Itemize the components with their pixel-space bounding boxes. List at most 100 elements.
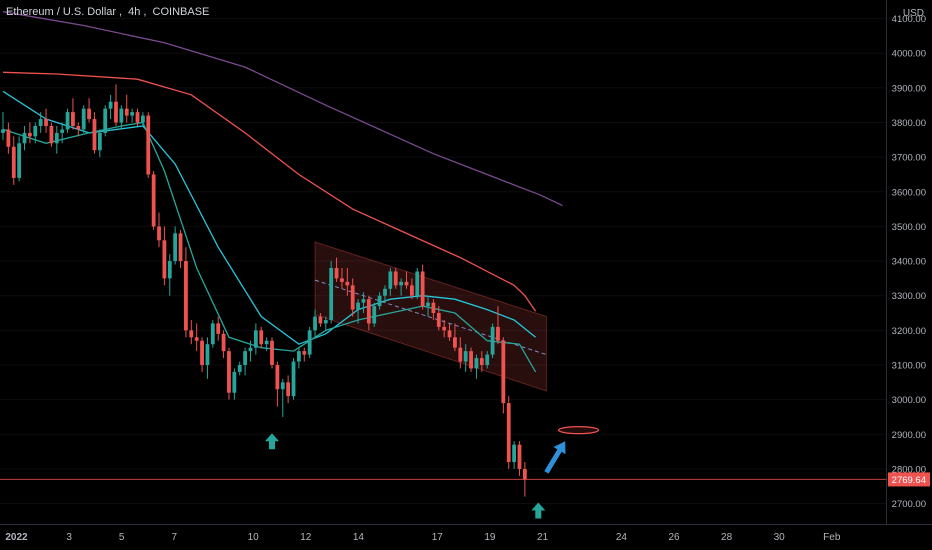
moving-average-lines — [2, 11, 563, 373]
candle — [436, 306, 441, 331]
price-tick-label: 2700.00 — [892, 499, 926, 510]
candle-body — [479, 358, 484, 365]
time-tick-label: 26 — [668, 532, 680, 543]
candle-body — [291, 361, 296, 397]
candle — [232, 368, 237, 400]
candle-body — [22, 132, 27, 144]
time-tick-label: 7 — [172, 532, 178, 543]
candle — [302, 347, 307, 362]
candle — [124, 94, 129, 123]
price-tick-label: 3800.00 — [892, 118, 926, 129]
candle-body — [1, 129, 5, 133]
candle — [307, 326, 312, 359]
time-tick-label: 10 — [248, 532, 260, 543]
candle-body — [463, 351, 468, 362]
candle — [259, 326, 264, 348]
current-price-badge — [888, 472, 930, 487]
candle — [135, 108, 140, 126]
time-tick-label: 19 — [484, 532, 496, 543]
candle-body — [92, 119, 97, 151]
candle — [92, 112, 97, 154]
candle-body — [28, 132, 32, 137]
candle — [140, 112, 145, 126]
candle-body — [420, 271, 425, 307]
candle-body — [173, 233, 178, 262]
candle — [60, 122, 65, 144]
time-tick-label: 12 — [300, 532, 312, 543]
candle-body — [323, 319, 328, 324]
candle-body — [54, 132, 59, 144]
candle — [340, 268, 344, 289]
candle-body — [286, 382, 291, 397]
candle-body — [329, 268, 334, 320]
candle — [1, 112, 5, 140]
candle — [151, 171, 156, 230]
candle-body — [216, 323, 221, 334]
time-axis-background — [0, 524, 932, 550]
candle-body — [210, 323, 215, 345]
candle-body — [108, 101, 113, 109]
candle — [323, 316, 328, 331]
candle — [388, 268, 393, 296]
candle-body — [184, 261, 188, 331]
time-axis[interactable]: 2022 3 5 7 10 12 14 17 19 21 24 26 28 30 Feb — [0, 524, 932, 550]
candle-body — [76, 125, 81, 130]
candle — [431, 299, 436, 320]
candle-body — [49, 125, 54, 144]
candle — [189, 319, 194, 345]
candle-body — [409, 285, 414, 296]
candle-body — [280, 382, 285, 390]
chart-annotations — [265, 425, 600, 519]
candle — [17, 136, 22, 182]
candle — [248, 340, 253, 362]
candle-body — [44, 119, 48, 126]
price-tick-label: 3400.00 — [892, 257, 926, 268]
projection-arrow-icon — [544, 441, 566, 474]
candle — [426, 295, 430, 317]
candle — [270, 337, 274, 369]
price-tick-label: 3600.00 — [892, 187, 926, 198]
time-tick-label: 21 — [537, 532, 549, 543]
interval-label: 4h — [128, 6, 141, 18]
candle-body — [146, 115, 151, 175]
candle-body — [130, 112, 135, 116]
candle-body — [334, 268, 339, 279]
candle-body — [383, 288, 387, 296]
candle — [243, 347, 247, 376]
candle — [447, 323, 452, 341]
time-tick-label: 30 — [774, 532, 786, 543]
candle — [286, 375, 291, 404]
time-tick-label: 17 — [432, 532, 444, 543]
candle — [264, 337, 269, 352]
candle — [221, 330, 226, 359]
candle — [253, 323, 258, 355]
price-tick-label: 4000.00 — [892, 49, 926, 60]
up-arrow-icon — [531, 502, 546, 519]
candle-body — [297, 351, 301, 362]
descending-channel — [314, 241, 547, 392]
price-tick-label: 2900.00 — [892, 430, 926, 441]
candle — [512, 441, 516, 469]
candle-body — [97, 132, 102, 151]
candle-body — [140, 115, 145, 123]
candle-body — [103, 108, 108, 133]
candle — [146, 112, 151, 178]
candle — [458, 337, 463, 369]
time-tick-label: 14 — [353, 532, 365, 543]
candle-body — [474, 358, 479, 369]
price-tick-label: 3300.00 — [892, 291, 926, 302]
candle-body — [178, 233, 183, 262]
price-axis-background — [886, 0, 932, 550]
candle-body — [512, 444, 516, 462]
current-price-label: 2769.64 — [892, 475, 926, 486]
candle — [130, 108, 135, 123]
candle — [81, 105, 86, 133]
candle-body — [33, 125, 38, 137]
candle — [490, 323, 495, 359]
candle — [71, 98, 75, 130]
candle — [54, 125, 59, 154]
moving-average-line-3 — [2, 121, 537, 373]
candle — [108, 94, 113, 120]
